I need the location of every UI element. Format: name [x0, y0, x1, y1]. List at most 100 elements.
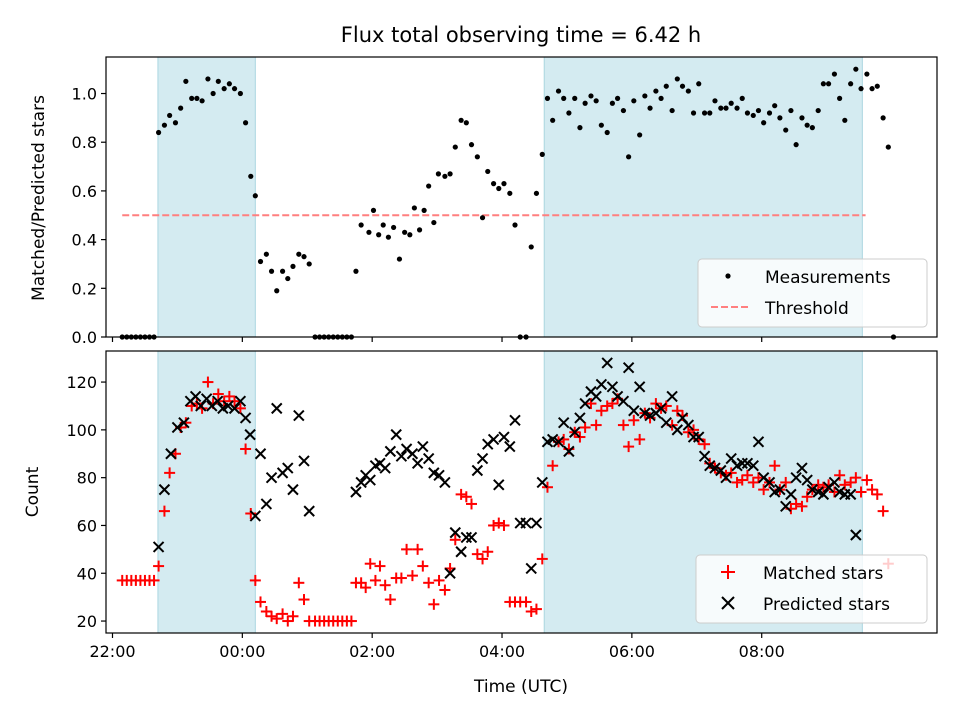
measurement-point [178, 105, 184, 111]
predicted-x-b [158, 483, 171, 496]
predicted-stars-point [509, 414, 521, 427]
predicted-stars-point [590, 390, 602, 403]
predicted-x-b [417, 440, 429, 453]
predicted-stars-point [271, 402, 283, 415]
top-y-tick-label: 0.6 [72, 182, 97, 201]
predicted-stars-point [525, 562, 537, 575]
predicted-x-b [828, 476, 841, 489]
measurement-point [539, 151, 545, 157]
top-axes-frame [105, 56, 938, 338]
measurement-point [301, 254, 307, 260]
measurement-point [380, 222, 386, 228]
measurement-point [290, 263, 296, 269]
measurement-point [512, 222, 518, 228]
predicted-x-b [471, 464, 484, 477]
predicted-stars-point [720, 471, 732, 484]
matched-stars-point [530, 603, 542, 615]
predicted-stars-point [293, 409, 305, 422]
matched-stars-point [812, 479, 824, 491]
x-tick-label: 02:00 [349, 642, 395, 661]
predicted-x-b [720, 471, 732, 484]
predicted-stars-point [260, 498, 273, 510]
measurement-point [528, 244, 534, 250]
measurement-point [442, 173, 448, 179]
measurement-point [880, 115, 886, 121]
predicted-stars-point [796, 462, 808, 474]
measurement-point [242, 120, 249, 126]
predicted-stars-point [595, 378, 608, 391]
measurement-point [485, 168, 491, 175]
predicted-x-b [504, 440, 516, 453]
top-y-tick-label: 1.0 [72, 85, 97, 104]
measurement-point [761, 120, 767, 126]
measurement-point [734, 105, 740, 111]
predicted-x-b [741, 457, 754, 470]
matched-stars-point [439, 584, 451, 596]
bottom-legend-box [695, 554, 928, 624]
predicted-stars-point [698, 450, 711, 462]
measurement-point [696, 81, 702, 87]
measurement-point [221, 86, 227, 92]
predicted-x-b [411, 457, 424, 470]
predicted-x-b [790, 471, 802, 484]
predicted-x-b [265, 471, 278, 484]
predicted-stars-point [780, 500, 792, 513]
predicted-stars-point [487, 433, 500, 446]
predicted-stars-point [715, 464, 727, 477]
measurement-point [474, 154, 480, 160]
measurement-point [653, 88, 659, 94]
measurement-point [396, 256, 403, 262]
predicted-stars-point [244, 428, 256, 441]
predicted-x-b [639, 407, 651, 419]
predicted-stars-point [671, 424, 684, 436]
measurement-point [626, 154, 632, 160]
measurement-point [885, 144, 891, 150]
measurement-point [598, 122, 604, 128]
predicted-stars-point [747, 460, 759, 472]
matched-stars-point [780, 476, 792, 488]
predicted-stars-point [298, 455, 310, 467]
measurement-point [772, 103, 778, 109]
predicted-stars-point [828, 476, 841, 489]
matched-stars-point [417, 560, 429, 572]
predicted-stars-point [633, 381, 646, 393]
x-tick-label: 08:00 [739, 642, 785, 661]
predicted-x-b [222, 400, 234, 412]
top-y-axis-label: Matched/Predicted stars [29, 95, 49, 301]
predicted-x-b [633, 381, 646, 393]
matched-stars-point [374, 560, 386, 572]
measurement-point [167, 112, 173, 119]
measurement-point [215, 78, 221, 84]
predicted-stars-point [644, 409, 656, 422]
predicted-x-b [801, 474, 813, 486]
measurement-point [391, 224, 397, 231]
predicted-stars-point [763, 476, 776, 489]
measurement-point [685, 88, 691, 94]
predicted-x-b [622, 362, 635, 374]
predicted-x-b [687, 431, 700, 443]
predicted-stars-point [165, 448, 177, 460]
measurement-point [533, 190, 540, 196]
legend-threshold-label: Threshold [764, 299, 849, 319]
measurement-point [723, 105, 729, 111]
predicted-x-b [698, 450, 711, 462]
predicted-stars-point [287, 483, 299, 496]
measurement-point [468, 142, 475, 148]
measurement-point [728, 100, 734, 106]
top-legend: Measurements Threshold [697, 258, 928, 328]
predicted-stars-point [395, 450, 408, 462]
predicted-stars-point [234, 395, 247, 407]
predicted-x-b [178, 416, 190, 429]
measurement-point [189, 95, 195, 101]
predicted-stars-point [606, 381, 619, 393]
predicted-x-b [579, 397, 591, 410]
measurement-point [237, 90, 243, 97]
top-y-tick-label: 0.0 [72, 328, 97, 347]
predicted-x-b [260, 498, 273, 510]
matched-stars-point [736, 474, 748, 486]
predicted-x-b [384, 445, 397, 458]
predicted-stars-point [498, 431, 510, 443]
predicted-x-b [747, 460, 759, 472]
predicted-stars-point [460, 531, 473, 544]
predicted-stars-point [282, 462, 294, 474]
